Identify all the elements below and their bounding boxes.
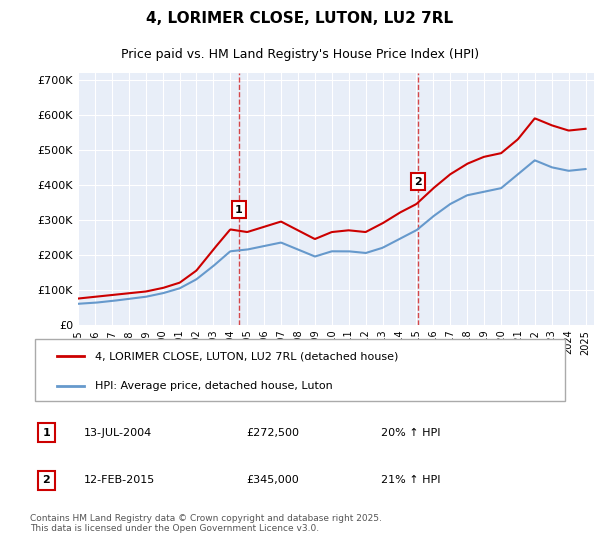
Text: Price paid vs. HM Land Registry's House Price Index (HPI): Price paid vs. HM Land Registry's House …	[121, 48, 479, 61]
Text: 20% ↑ HPI: 20% ↑ HPI	[381, 428, 440, 437]
Text: 12-FEB-2015: 12-FEB-2015	[84, 475, 155, 485]
Text: HPI: Average price, detached house, Luton: HPI: Average price, detached house, Luto…	[95, 381, 332, 391]
Text: Contains HM Land Registry data © Crown copyright and database right 2025.
This d: Contains HM Land Registry data © Crown c…	[30, 514, 382, 534]
Text: 2: 2	[43, 475, 50, 485]
Text: 1: 1	[235, 205, 242, 214]
Text: 4, LORIMER CLOSE, LUTON, LU2 7RL (detached house): 4, LORIMER CLOSE, LUTON, LU2 7RL (detach…	[95, 351, 398, 361]
Text: 13-JUL-2004: 13-JUL-2004	[84, 428, 152, 437]
Text: £272,500: £272,500	[246, 428, 299, 437]
Text: £345,000: £345,000	[246, 475, 299, 485]
FancyBboxPatch shape	[35, 339, 565, 400]
Text: 2: 2	[414, 177, 422, 186]
Text: 4, LORIMER CLOSE, LUTON, LU2 7RL: 4, LORIMER CLOSE, LUTON, LU2 7RL	[146, 11, 454, 26]
Text: 21% ↑ HPI: 21% ↑ HPI	[381, 475, 440, 485]
Text: 1: 1	[43, 428, 50, 437]
